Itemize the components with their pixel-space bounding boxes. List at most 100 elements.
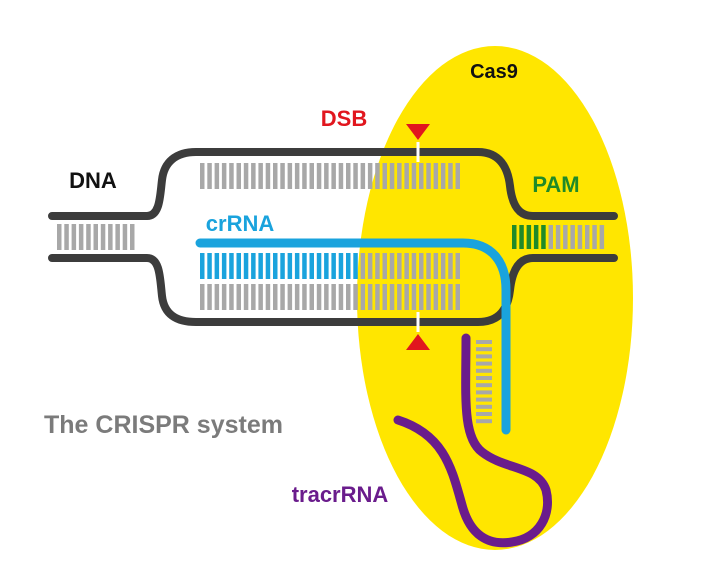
target-base (455, 163, 460, 189)
crrna-strand (195, 238, 511, 435)
tracrrna-base (476, 412, 492, 416)
pam-base (599, 225, 605, 249)
non-target-base (404, 284, 409, 310)
tracrrna-label: tracrRNA (292, 482, 389, 507)
crrna-base (397, 253, 402, 279)
non-target-base (280, 284, 285, 310)
target-base (236, 163, 241, 189)
non-target-base (287, 284, 293, 310)
non-target-base (302, 284, 307, 310)
dna-label: DNA (69, 168, 117, 193)
target-base (214, 163, 220, 189)
target-base (221, 163, 227, 189)
target-base (243, 163, 249, 189)
target-base (309, 163, 314, 189)
target-base (440, 163, 446, 189)
non-target-base (426, 284, 431, 310)
target-base (265, 163, 271, 189)
non-target-base (294, 284, 300, 310)
target-base (448, 163, 453, 189)
target-base (302, 163, 307, 189)
tracrrna-bases (476, 340, 492, 424)
target-base (280, 163, 285, 189)
crrna-base (280, 253, 285, 279)
non-target-base (200, 284, 205, 310)
tracrrna-base (476, 419, 492, 424)
target-base (426, 163, 431, 189)
pam-base (555, 225, 561, 249)
target-base (346, 163, 351, 189)
crrna-base (287, 253, 293, 279)
crrna-base (448, 253, 453, 279)
crrna-base (229, 253, 234, 279)
tracrrna-base (476, 340, 492, 344)
tracrrna-base (476, 361, 492, 366)
crrna-base (367, 253, 373, 279)
base-pair (71, 224, 77, 250)
tracrrna-base (476, 383, 492, 388)
non-target-base (448, 284, 453, 310)
non-target-base (346, 284, 351, 310)
cas9-protein (357, 46, 633, 550)
crrna-base (221, 253, 227, 279)
dna-base-pairs-right (512, 225, 605, 249)
pam-base (577, 225, 583, 249)
target-base (433, 163, 439, 189)
target-base (287, 163, 293, 189)
pam-base (585, 225, 590, 249)
crrna-base (426, 253, 431, 279)
crrna-base (346, 253, 351, 279)
target-base (273, 163, 278, 189)
target-base (360, 163, 366, 189)
pam-base (519, 225, 524, 249)
crrna-base (455, 253, 460, 279)
crrna-base (411, 253, 417, 279)
non-target-base (411, 284, 417, 310)
crrna-base (258, 253, 263, 279)
dsb-label: DSB (321, 106, 367, 131)
pam-base (592, 225, 597, 249)
crrna-base (419, 253, 424, 279)
pam-base (526, 225, 532, 249)
non-target-base (243, 284, 249, 310)
pam-base (541, 225, 546, 249)
crrna-base (214, 253, 220, 279)
pam-base (512, 225, 517, 249)
target-base (258, 163, 263, 189)
base-pair (93, 224, 98, 250)
base-pair (108, 224, 113, 250)
crrna-base (382, 253, 387, 279)
non-target-strand-bases (200, 284, 460, 310)
crrna-bases (200, 253, 460, 279)
tracrrna-base (476, 397, 492, 402)
base-pair (57, 224, 62, 250)
target-base (316, 163, 322, 189)
tracrrna-base (476, 376, 492, 380)
crrna-base (353, 253, 358, 279)
dna-base-pairs-left (57, 224, 135, 250)
non-target-base (419, 284, 424, 310)
non-target-base (251, 284, 256, 310)
crrna-base (309, 253, 314, 279)
crrna-base (265, 253, 271, 279)
non-target-base (367, 284, 373, 310)
target-base (404, 163, 409, 189)
non-target-base (440, 284, 446, 310)
target-base (324, 163, 329, 189)
target-base (382, 163, 387, 189)
non-target-base (382, 284, 387, 310)
base-pair (100, 224, 106, 250)
target-base (397, 163, 402, 189)
target-base (389, 163, 395, 189)
target-base (375, 163, 380, 189)
crrna-base (404, 253, 409, 279)
target-base (207, 163, 212, 189)
non-target-base (353, 284, 358, 310)
crrna-label: crRNA (206, 211, 275, 236)
non-target-base (338, 284, 344, 310)
target-base (411, 163, 417, 189)
tracrrna-base (476, 354, 492, 359)
tracrrna-base (476, 390, 492, 395)
crrna-base (331, 253, 336, 279)
non-target-base (331, 284, 336, 310)
